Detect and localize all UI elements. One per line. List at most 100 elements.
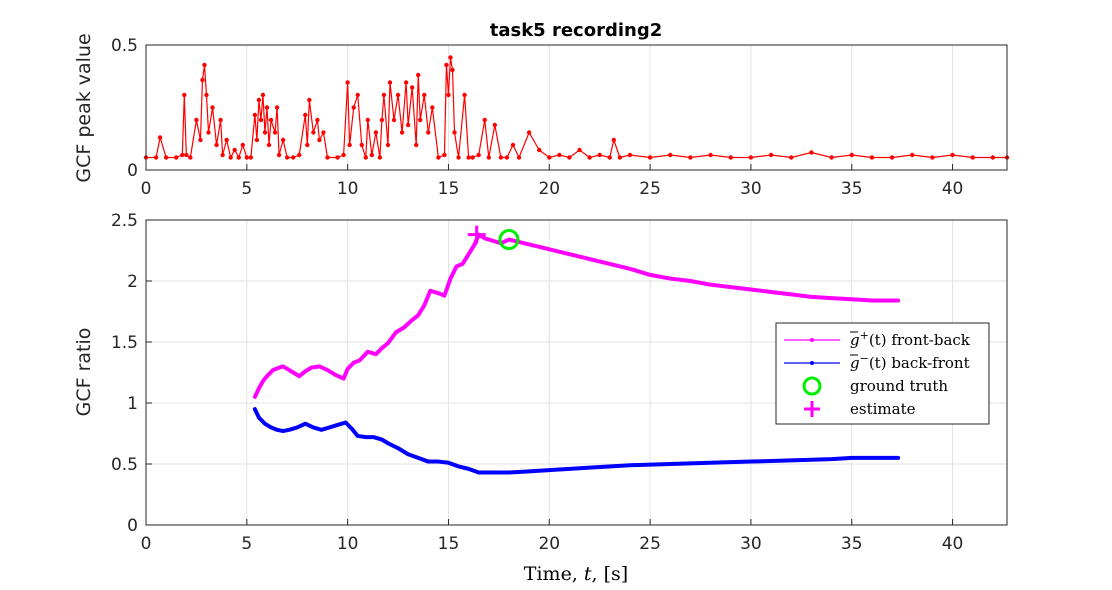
top-point <box>262 130 268 135</box>
top-point <box>157 135 163 140</box>
top-point <box>341 152 346 158</box>
top-point <box>617 155 623 160</box>
top-point <box>280 137 286 143</box>
series-front-back-point <box>358 358 362 362</box>
top-point <box>444 62 449 68</box>
top-point <box>284 155 290 160</box>
series-front-back-point <box>709 283 713 287</box>
top-point <box>202 62 207 68</box>
series-back-front-point <box>507 471 511 475</box>
series-back-front-point <box>257 416 261 420</box>
series-back-front-point <box>372 435 376 439</box>
top-point <box>194 117 199 123</box>
bottom-xtick-label: 5 <box>241 534 252 554</box>
top-point <box>557 152 562 158</box>
series-back-front-point <box>709 461 713 465</box>
top-xtick-label: 5 <box>241 179 252 199</box>
series-front-back-point <box>491 239 495 243</box>
top-xtick-label: 25 <box>639 179 661 199</box>
top-point <box>220 152 225 158</box>
top-axes: 0 5 10 15 20 25 30 35 40 0 0.5 task5 recording2 GC… <box>73 20 1010 199</box>
series-back-front-point <box>344 421 348 425</box>
series-front-back-point <box>850 297 854 301</box>
top-point <box>536 147 542 153</box>
top-point <box>426 130 431 135</box>
series-front-back-point <box>410 318 414 322</box>
top-point <box>452 130 457 135</box>
bottom-ytick-label: 0.5 <box>111 455 138 475</box>
top-point <box>809 150 814 155</box>
series-front-back-point <box>271 368 275 372</box>
top-point <box>244 155 250 160</box>
series-front-back-point <box>416 313 420 317</box>
top-point <box>210 105 215 110</box>
top-point <box>498 155 504 160</box>
top-point <box>369 152 375 158</box>
top-point <box>377 155 383 160</box>
top-point <box>430 105 435 110</box>
top-point <box>446 92 451 98</box>
top-point <box>204 92 209 98</box>
series-back-front-point <box>281 429 285 433</box>
top-axes-box <box>145 44 1008 171</box>
series-front-back-point <box>334 373 338 377</box>
series-front-back-point <box>567 252 571 256</box>
series-front-back-point <box>342 377 346 381</box>
top-ylabel: GCF peak value <box>73 33 95 182</box>
top-point <box>409 85 415 90</box>
top-point <box>391 117 397 123</box>
top-plot-area <box>146 45 1007 170</box>
series-back-front-point <box>527 469 531 473</box>
series-back-front-point <box>269 425 273 429</box>
top-xtick-label: 30 <box>740 179 762 199</box>
series-back-front-point <box>830 457 834 461</box>
bottom-xtick-label: 0 <box>141 534 152 554</box>
top-point <box>829 155 834 160</box>
series-back-front-point <box>275 428 279 432</box>
series-front-back-point <box>527 242 531 246</box>
series-front-back-point <box>896 299 900 303</box>
series-back-front-point <box>295 425 299 429</box>
top-point <box>317 137 322 143</box>
top-point <box>450 67 455 73</box>
series-front-back-point <box>789 292 793 296</box>
top-point <box>355 92 360 98</box>
series-back-front-point <box>386 441 390 445</box>
top-point <box>930 155 935 160</box>
top-point <box>180 152 185 158</box>
series-back-front-point <box>789 458 793 462</box>
series-back-front-point <box>287 428 291 432</box>
bottom-ticks: 0 5 10 15 20 25 30 35 40 0 0.5 1 1.5 2 2.5 <box>111 211 963 554</box>
series-front-back-point <box>428 289 432 293</box>
top-point <box>611 137 617 143</box>
bottom-ytick-label: 2.5 <box>111 211 138 231</box>
top-point <box>198 137 203 143</box>
top-point <box>547 155 552 160</box>
bottom-ytick-label: 0 <box>127 516 138 536</box>
top-point <box>448 55 453 60</box>
series-front-back-point <box>688 279 692 283</box>
top-point <box>385 142 391 148</box>
top-point <box>504 155 510 160</box>
top-point <box>510 142 516 148</box>
top-point <box>214 142 219 148</box>
series-back-front-point <box>588 466 592 470</box>
series-front-back-point <box>380 346 384 350</box>
bottom-ytick-label: 1 <box>127 394 138 414</box>
series-front-back-point <box>648 273 652 277</box>
series-back-front-point <box>477 471 481 475</box>
top-point <box>276 152 282 158</box>
top-point <box>516 155 522 160</box>
series-front-back-point <box>402 325 406 329</box>
top-point <box>910 152 915 158</box>
series-front-back-point <box>537 245 541 249</box>
series-back-front-point <box>896 456 900 460</box>
top-point <box>405 122 411 128</box>
series-back-front-point <box>406 452 410 456</box>
top-point <box>668 152 673 158</box>
series-front-back-point <box>749 288 753 292</box>
top-point <box>321 130 326 135</box>
series-front-back-point <box>325 368 329 372</box>
top-point <box>728 155 733 160</box>
